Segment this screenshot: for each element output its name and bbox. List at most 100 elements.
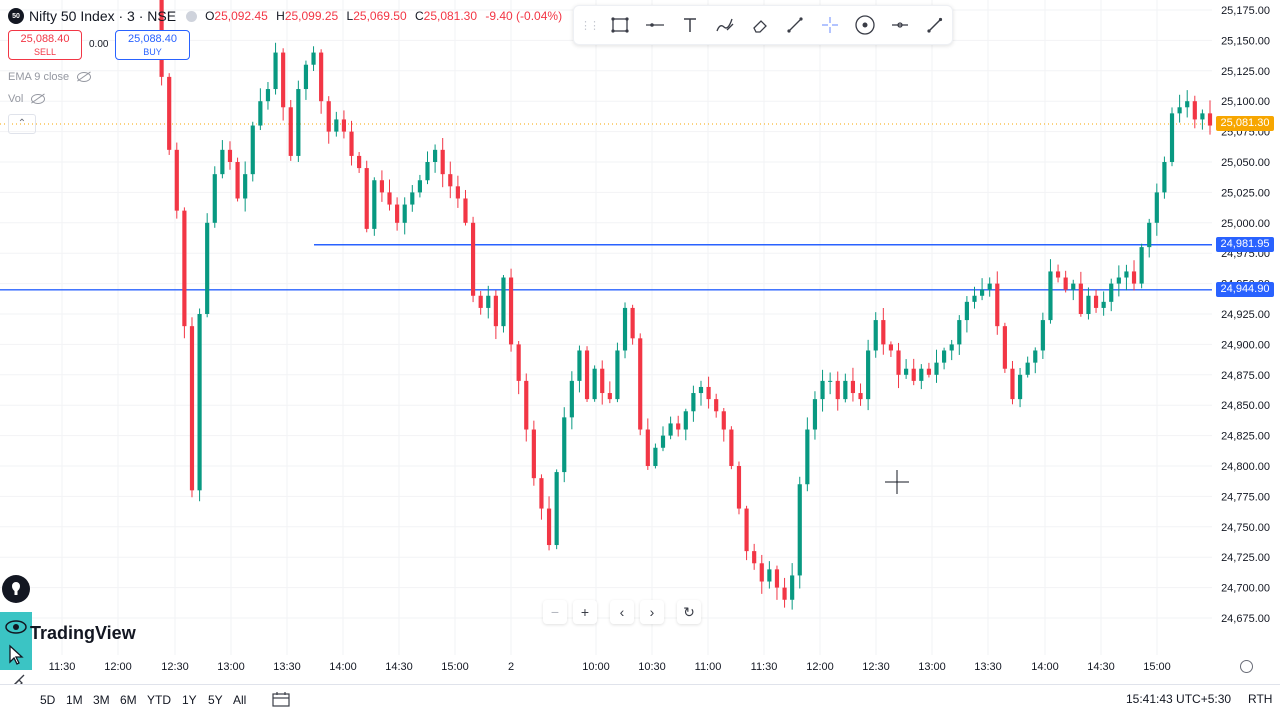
candle <box>850 367 856 402</box>
candle-body <box>227 149 233 162</box>
candle-body <box>334 119 339 132</box>
lightbulb-icon[interactable] <box>0 574 32 604</box>
reset-chart-button[interactable]: ↻ <box>677 600 701 624</box>
scroll-left-button[interactable]: ‹ <box>610 600 634 624</box>
range-6m-button[interactable]: 6M <box>120 693 137 707</box>
trend-line-icon[interactable] <box>777 10 812 40</box>
zoom-in-button[interactable]: + <box>573 600 597 624</box>
range-1m-button[interactable]: 1M <box>66 693 83 707</box>
candle <box>858 383 863 406</box>
horizontal-line-icon[interactable] <box>637 10 672 40</box>
candle <box>455 175 460 208</box>
collapse-legend-button[interactable]: ⌃ <box>8 114 36 134</box>
candle-body <box>995 283 1000 327</box>
candle-body <box>455 186 460 199</box>
candle <box>1116 265 1121 297</box>
candle <box>303 60 309 100</box>
candle <box>243 161 248 212</box>
candle-body <box>904 368 909 375</box>
price-tick-label: 24,925.00 <box>1221 309 1270 321</box>
rectangle-icon[interactable] <box>602 10 637 40</box>
brush-icon[interactable] <box>707 10 742 40</box>
candle-body <box>303 64 309 90</box>
candle <box>873 312 878 358</box>
time-tick-label: 12:30 <box>862 661 890 673</box>
candle <box>1101 291 1106 316</box>
range-5d-button[interactable]: 5D <box>40 693 56 707</box>
horizontal-line-price-tag[interactable]: 24,944.90 <box>1216 282 1274 298</box>
candle <box>425 151 430 185</box>
candle-body <box>1078 283 1083 314</box>
chart-pane[interactable]: 25,175.00 25,150.00 25,125.00 25,100.00 25,0… <box>0 0 1280 684</box>
range-3m-button[interactable]: 3M <box>93 693 110 707</box>
horizontal-lines <box>0 123 1212 291</box>
candle <box>319 49 324 114</box>
candle <box>1078 271 1083 317</box>
candle-body <box>243 174 248 199</box>
candle-body <box>866 350 871 400</box>
crosshair-icon[interactable] <box>812 10 847 40</box>
drag-handle-icon[interactable]: ⋮⋮ <box>580 19 600 32</box>
zoom-controls: − + <box>543 600 603 624</box>
candle <box>1169 107 1175 167</box>
candle <box>1055 264 1061 283</box>
range-all-button[interactable]: All <box>233 693 247 707</box>
pen-icon[interactable] <box>917 10 952 40</box>
horizontal-ray-icon[interactable] <box>882 10 917 40</box>
candle <box>979 278 985 301</box>
candle-body <box>645 429 650 466</box>
sell-price: 25,088.40 <box>20 33 70 45</box>
cursor-tool-icon[interactable] <box>0 640 32 670</box>
candle-body <box>319 52 324 102</box>
candle <box>729 426 734 470</box>
candle-body <box>911 368 916 381</box>
clock-timezone[interactable]: 15:41:43 UTC+5:30 <box>1126 692 1232 706</box>
eye-tool-icon[interactable] <box>0 612 32 642</box>
range-ytd-button[interactable]: YTD <box>147 693 171 707</box>
symbol-title[interactable]: Nifty 50 Index · 3 · NSE <box>29 8 177 24</box>
candle <box>1109 278 1114 312</box>
zoom-out-button[interactable]: − <box>543 600 567 624</box>
hidden-eye-icon[interactable] <box>77 72 92 82</box>
measure-icon[interactable] <box>847 10 882 40</box>
range-5y-button[interactable]: 5Y <box>208 693 223 707</box>
horizontal-line-price-tag[interactable]: 24,981.95 <box>1216 237 1274 253</box>
candle-body <box>1109 283 1114 302</box>
candle <box>486 285 491 319</box>
candle-body <box>767 569 772 582</box>
candle <box>174 142 179 219</box>
calendar-icon[interactable] <box>272 691 290 710</box>
candle <box>220 140 225 179</box>
price-tick-label: 25,100.00 <box>1221 96 1270 108</box>
candle-body <box>752 551 757 564</box>
candle <box>767 561 772 589</box>
time-tick-label: 14:00 <box>329 661 357 673</box>
candle <box>1177 94 1182 123</box>
candle-body <box>326 101 331 132</box>
market-status-icon <box>186 10 198 22</box>
hidden-eye-icon[interactable] <box>31 94 46 104</box>
scroll-right-button[interactable]: › <box>640 600 664 624</box>
indicator-volume[interactable]: Vol <box>8 91 46 107</box>
gear-icon[interactable] <box>1240 660 1253 673</box>
range-1y-button[interactable]: 1Y <box>182 693 197 707</box>
candle <box>904 359 909 379</box>
candle <box>296 80 301 162</box>
indicator-ema[interactable]: EMA 9 close <box>8 69 92 85</box>
price-tick-label: 25,025.00 <box>1221 187 1270 199</box>
price-axis: 25,175.00 25,150.00 25,125.00 25,100.00 25,0… <box>1221 5 1270 625</box>
time-tick-label: 11:00 <box>695 661 722 673</box>
time-tick-label: 10:00 <box>582 661 610 673</box>
sell-button[interactable]: 25,088.40 SELL <box>8 30 82 60</box>
time-tick-label: 12:00 <box>806 661 834 673</box>
eraser-icon[interactable] <box>742 10 777 40</box>
candle <box>508 268 514 352</box>
high-value: 25,099.25 <box>284 9 339 23</box>
buy-button[interactable]: 25,088.40 BUY <box>115 30 190 60</box>
time-tick-label: 10:30 <box>638 661 666 673</box>
candle <box>949 339 954 361</box>
text-icon[interactable] <box>672 10 707 40</box>
candle <box>311 46 316 71</box>
candle <box>942 347 947 370</box>
session-button[interactable]: RTH <box>1248 692 1273 706</box>
